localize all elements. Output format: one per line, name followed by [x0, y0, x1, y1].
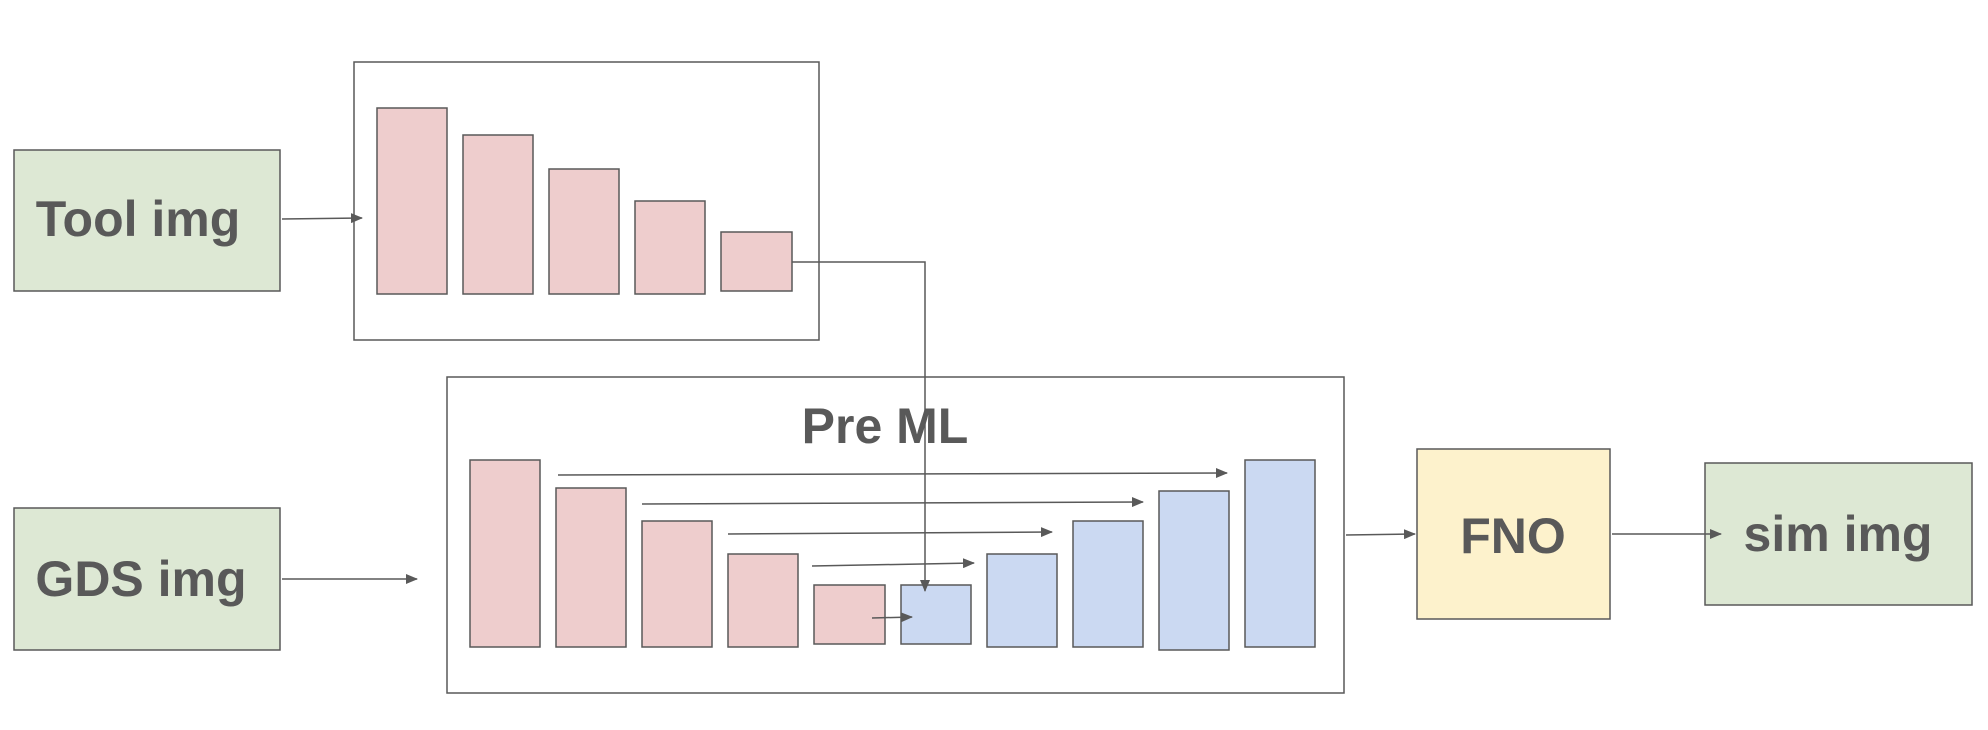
sim-img-label: sim img	[1744, 506, 1933, 562]
gds-img-label: GDS img	[35, 551, 246, 607]
tool-encoder-container	[353, 61, 820, 341]
skip-connection-arrow-2	[641, 497, 1144, 508]
tool-encoder-block-5	[720, 231, 793, 292]
tool-encoder-block-1	[376, 107, 448, 295]
pre-ml-decoder-block-2	[986, 553, 1058, 648]
skip-connection-arrow-1	[557, 468, 1228, 479]
pre-ml-to-fno-arrow	[1345, 529, 1416, 540]
pre-ml-encoder-block-2	[555, 487, 627, 648]
fno-node: FNO	[1416, 448, 1611, 620]
tool-img-label: Tool img	[36, 191, 241, 247]
fno-label: FNO	[1460, 508, 1566, 564]
bottleneck-arrow	[871, 612, 913, 623]
gds-img-node: GDS img	[13, 507, 281, 651]
tool-encoder-block-2	[462, 134, 534, 295]
pre-ml-decoder-block-4	[1158, 490, 1230, 651]
skip-connection-arrow-3	[727, 527, 1053, 538]
pre-ml-encoder-block-5	[813, 584, 886, 645]
pre-ml-encoder-block-4	[727, 553, 799, 648]
tool-encoder-block-4	[634, 200, 706, 295]
pre-ml-decoder-block-1	[900, 584, 972, 645]
skip-connection-arrow-4	[811, 558, 975, 569]
tool-encoder-block-3	[548, 168, 620, 295]
pre-ml-encoder-block-1	[469, 459, 541, 648]
sim-img-node: sim img	[1704, 462, 1973, 606]
tool-to-encoder-arrow	[281, 213, 363, 224]
pre-ml-decoder-block-5	[1244, 459, 1316, 648]
pre-ml-decoder-block-3	[1072, 520, 1144, 648]
pre-ml-label: Pre ML	[802, 398, 969, 454]
tool-feature-connector	[792, 261, 930, 592]
pre-ml-container: Pre ML	[446, 376, 1345, 694]
pre-ml-encoder-block-3	[641, 520, 713, 648]
tool-img-node: Tool img	[13, 149, 281, 292]
